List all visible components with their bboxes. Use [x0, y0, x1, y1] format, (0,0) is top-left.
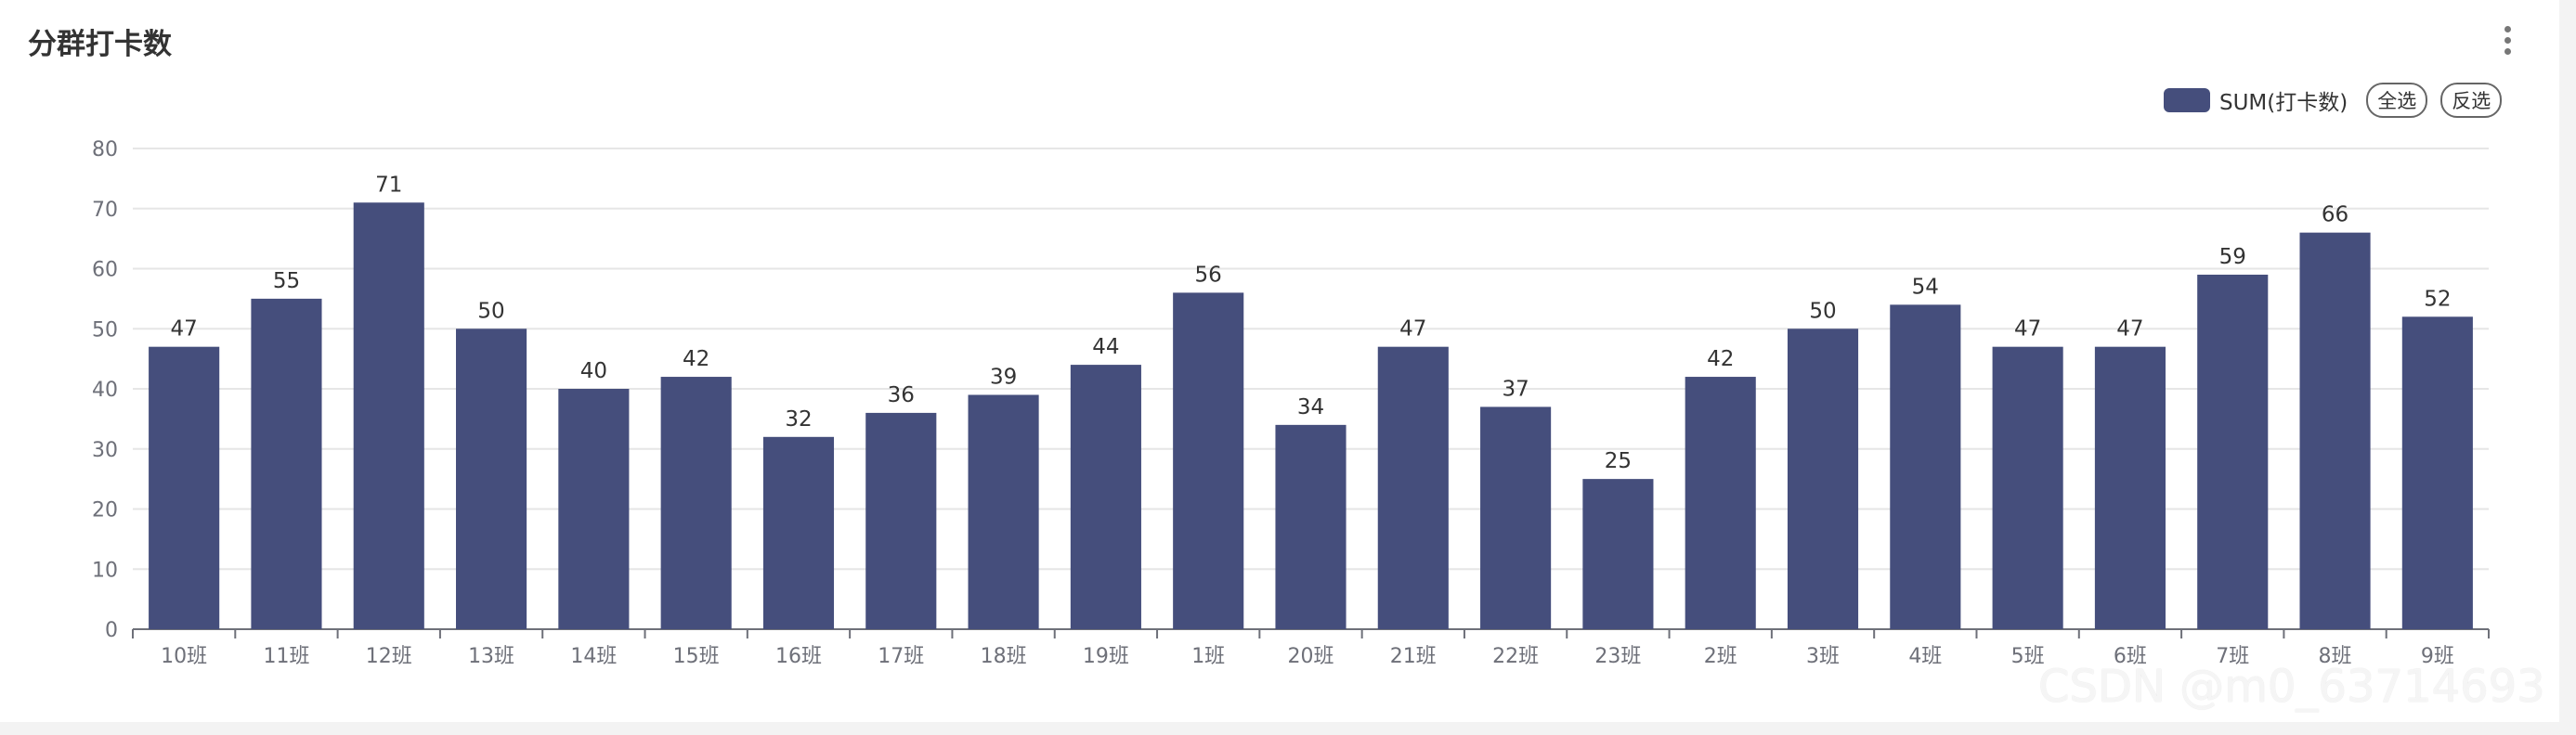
x-tick-label: 9班	[2421, 645, 2454, 668]
bar[interactable]	[762, 436, 835, 629]
x-tick-label: 22班	[1492, 645, 1539, 668]
data-label: 55	[273, 269, 300, 293]
bar[interactable]	[1685, 377, 1756, 629]
x-tick-label: 16班	[775, 645, 822, 668]
bar[interactable]	[1480, 406, 1552, 629]
bar[interactable]	[968, 394, 1039, 629]
x-tick-label: 18班	[981, 645, 1027, 668]
data-label: 71	[375, 173, 402, 197]
x-tick-label: 23班	[1594, 645, 1641, 668]
x-tick-label: 1班	[1191, 645, 1225, 668]
bar[interactable]	[660, 377, 732, 629]
x-tick-label: 5班	[2011, 645, 2045, 668]
bar[interactable]	[1275, 424, 1347, 629]
bar[interactable]	[2197, 274, 2269, 629]
data-label: 42	[683, 347, 709, 371]
watermark: CSDN @m0_63714693	[2038, 661, 2545, 713]
bar[interactable]	[2094, 346, 2166, 629]
bar[interactable]	[1377, 346, 1449, 629]
more-vertical-icon[interactable]	[2498, 26, 2517, 59]
bar[interactable]	[1890, 304, 1961, 629]
x-tick-label: 2班	[1704, 645, 1737, 668]
data-label: 34	[1297, 395, 1324, 419]
legend-series-label[interactable]: SUM(打卡数)	[2219, 91, 2348, 115]
y-tick-label: 70	[92, 199, 118, 222]
legend-swatch[interactable]	[2164, 88, 2210, 112]
x-tick-label: 19班	[1083, 645, 1129, 668]
y-tick-label: 30	[92, 439, 118, 462]
bar[interactable]	[2401, 316, 2473, 629]
select-all-button[interactable]: 全选	[2366, 83, 2428, 118]
data-label: 32	[785, 407, 812, 432]
bar-chart: 0 10 20 30 40 50 60 70 80 47 10班 55 11班 71 12班 50 13班 40 1…	[92, 138, 2490, 668]
chart-title: 分群打卡数	[28, 28, 172, 61]
x-tick-label: 6班	[2114, 645, 2147, 668]
data-label: 50	[477, 299, 504, 323]
data-label: 39	[990, 365, 1017, 389]
x-tick-label: 20班	[1288, 645, 1334, 668]
x-tick-label: 7班	[2216, 645, 2249, 668]
x-tick-label: 17班	[878, 645, 924, 668]
data-label: 42	[1707, 347, 1734, 371]
bar[interactable]	[2299, 232, 2371, 629]
data-label: 56	[1195, 263, 1222, 287]
x-tick-label: 11班	[263, 645, 309, 668]
y-tick-label: 10	[92, 559, 118, 582]
data-label: 47	[2116, 317, 2143, 342]
bar[interactable]	[1582, 479, 1654, 629]
bar[interactable]	[558, 389, 630, 629]
x-tick-label: 13班	[468, 645, 514, 668]
bar[interactable]	[865, 412, 937, 629]
data-label: 37	[1502, 377, 1529, 401]
x-tick-label: 15班	[673, 645, 720, 668]
x-tick-label: 14班	[570, 645, 617, 668]
bar[interactable]	[1992, 346, 2063, 629]
data-label: 66	[2322, 203, 2348, 227]
y-tick-label: 20	[92, 499, 118, 522]
x-tick-label: 10班	[161, 645, 207, 668]
bar[interactable]	[456, 329, 527, 629]
y-tick-label: 40	[92, 379, 118, 402]
data-label: 47	[1399, 317, 1426, 342]
data-label: 44	[1092, 335, 1119, 359]
x-tick-label: 12班	[366, 645, 412, 668]
chart-card: 分群打卡数 SUM(打卡数) 全选 反选 0 10 20 30 40 50 60 70 80 47…	[0, 0, 2559, 722]
bar[interactable]	[353, 202, 424, 629]
data-label: 59	[2219, 245, 2246, 269]
y-tick-label: 50	[92, 318, 118, 342]
bar[interactable]	[1070, 365, 1141, 629]
data-label: 50	[1809, 299, 1836, 323]
bar[interactable]	[1173, 292, 1244, 629]
x-tick-label: 3班	[1806, 645, 1840, 668]
data-label: 54	[1912, 275, 1939, 299]
x-tick-label: 8班	[2319, 645, 2352, 668]
data-label: 47	[2014, 317, 2041, 342]
x-tick-label: 4班	[1908, 645, 1942, 668]
legend: SUM(打卡数) 全选 反选	[2164, 82, 2515, 119]
data-label: 36	[888, 383, 915, 407]
data-label: 52	[2424, 287, 2451, 311]
bar[interactable]	[251, 298, 322, 629]
y-tick-label: 0	[105, 619, 118, 642]
x-tick-label: 21班	[1390, 645, 1437, 668]
invert-select-button[interactable]: 反选	[2440, 83, 2503, 118]
data-label: 25	[1605, 449, 1632, 473]
bar[interactable]	[1787, 329, 1859, 629]
y-tick-label: 80	[92, 138, 118, 161]
data-label: 47	[171, 317, 198, 342]
bar[interactable]	[149, 346, 220, 629]
data-label: 40	[580, 359, 607, 383]
y-tick-label: 60	[92, 259, 118, 282]
